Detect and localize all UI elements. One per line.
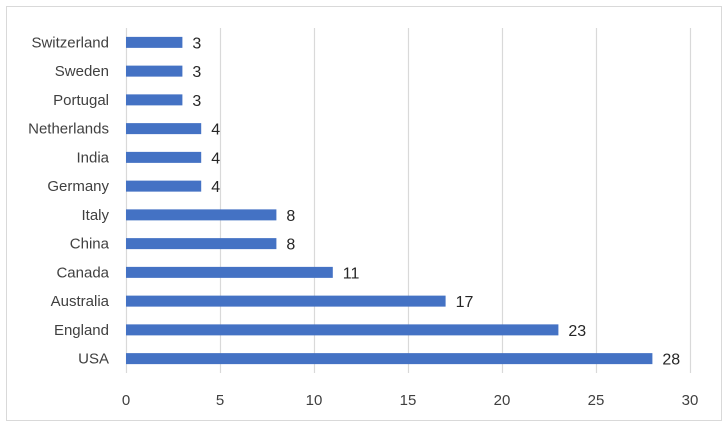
bars [126,36,653,365]
category-label: England [54,322,109,339]
data-label: 28 [662,352,680,369]
bar [126,295,446,307]
category-label: Italy [81,207,109,224]
x-axis-ticks: 0 5 10 15 20 25 30 [122,392,699,409]
x-tick-label: 5 [216,392,224,409]
category-label: Switzerland [31,34,109,51]
x-tick-label: 30 [682,392,699,409]
bar [126,238,277,250]
bar [126,324,559,336]
category-label: Netherlands [28,121,109,138]
category-label: India [76,149,109,166]
bar [126,151,202,163]
category-label: Australia [51,293,110,310]
bar [126,123,202,135]
bar [126,180,202,192]
data-label: 4 [211,122,220,139]
category-label: Sweden [55,63,109,80]
bar [126,209,277,221]
bar [126,353,653,365]
data-label: 4 [211,179,220,196]
data-label: 8 [286,208,295,225]
data-label: 4 [211,150,220,167]
category-label: China [70,236,110,253]
data-label: 8 [286,237,295,254]
bar [126,36,183,48]
bar [126,94,183,106]
bar [126,266,333,278]
data-label: 3 [192,35,201,52]
category-label: USA [78,351,109,368]
data-label: 11 [343,265,360,282]
x-tick-label: 0 [122,392,130,409]
category-label: Canada [56,264,109,281]
x-tick-label: 10 [306,392,323,409]
data-label: 17 [456,294,474,311]
data-label: 3 [192,93,201,110]
category-label: Germany [47,178,109,195]
x-tick-label: 15 [400,392,417,409]
data-label: 3 [192,64,201,81]
category-labels: Switzerland Sweden Portugal Netherlands Indi… [28,34,110,367]
x-tick-label: 25 [588,392,605,409]
chart-border [6,6,722,421]
category-label: Portugal [53,92,109,109]
data-label: 23 [568,323,586,340]
x-tick-label: 20 [494,392,511,409]
bar [126,65,183,77]
gridlines [125,28,692,373]
